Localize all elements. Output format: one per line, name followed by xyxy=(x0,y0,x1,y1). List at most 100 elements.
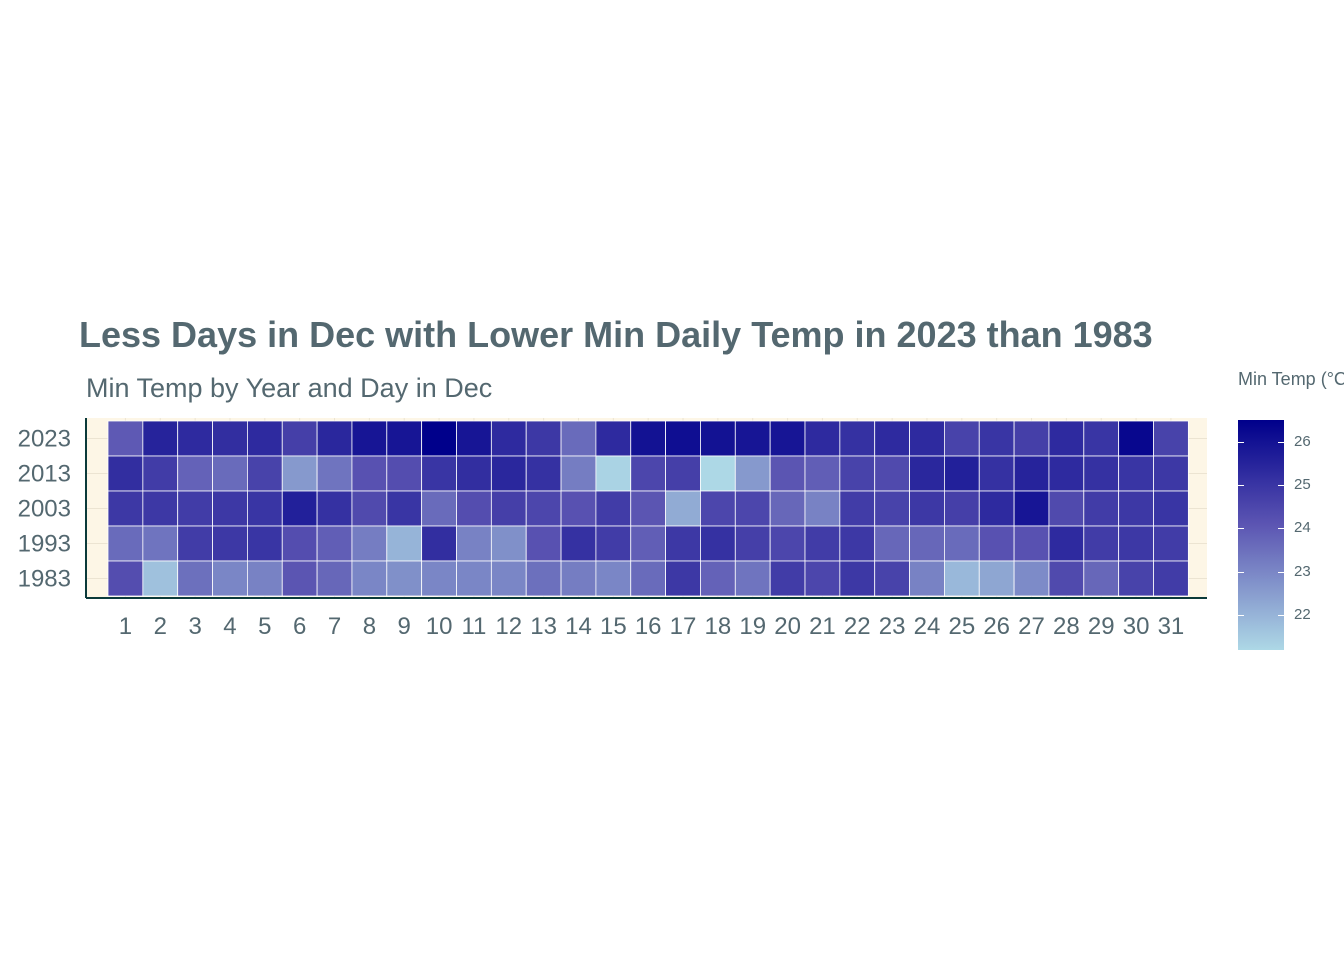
heatmap-cell xyxy=(490,525,527,562)
x-tick-label: 13 xyxy=(530,613,557,640)
heatmap-cell xyxy=(734,455,771,492)
heatmap-cell xyxy=(804,455,841,492)
heatmap-cell xyxy=(1083,490,1120,527)
heatmap-cell xyxy=(944,420,980,457)
heatmap-cell xyxy=(351,525,388,562)
heatmap-cell xyxy=(386,525,423,562)
heatmap-cell xyxy=(525,525,562,562)
heatmap-cell xyxy=(386,490,423,527)
heatmap-cell xyxy=(1013,455,1050,492)
heatmap-cell xyxy=(665,560,701,597)
heatmap-cell xyxy=(1153,455,1189,492)
heatmap-cell xyxy=(456,560,492,597)
heatmap-cell xyxy=(560,525,597,562)
heatmap-cell xyxy=(177,560,213,597)
heatmap-cell xyxy=(804,420,841,457)
heatmap-cell xyxy=(769,455,806,492)
heatmap-cell xyxy=(769,420,806,457)
heatmap-cell xyxy=(595,490,632,527)
heatmap-cell xyxy=(212,420,248,457)
heatmap-cell xyxy=(1083,560,1120,597)
heatmap-cell xyxy=(246,525,283,562)
colorbar xyxy=(1238,420,1284,650)
heatmap-cell xyxy=(874,525,910,562)
heatmap-cell xyxy=(560,490,597,527)
colorbar-title: Min Temp (°C) xyxy=(1238,369,1344,389)
heatmap-cell xyxy=(630,490,666,527)
x-tick-label: 5 xyxy=(258,613,271,640)
heatmap-cell xyxy=(1048,525,1085,562)
heatmap-cell xyxy=(456,525,492,562)
heatmap-cell xyxy=(978,560,1015,597)
x-tick-label: 3 xyxy=(188,613,201,640)
y-tick-label: 1993 xyxy=(18,531,71,558)
heatmap-cell xyxy=(246,420,283,457)
heatmap-cell xyxy=(107,525,144,562)
heatmap-cell xyxy=(700,525,736,562)
heatmap-cell xyxy=(281,525,318,562)
heatmap-cell xyxy=(177,420,213,457)
heatmap-cell xyxy=(107,455,144,492)
colorbar-tick-label: 24 xyxy=(1294,519,1311,537)
heatmap-cell xyxy=(386,560,423,597)
heatmap-cell xyxy=(212,560,248,597)
x-tick-label: 10 xyxy=(426,613,453,640)
heatmap-cell xyxy=(316,455,353,492)
heatmap-cell xyxy=(281,560,318,597)
heatmap-cell xyxy=(1013,525,1050,562)
y-tick-label: 1983 xyxy=(18,566,71,593)
heatmap-cell xyxy=(316,560,353,597)
y-tick-label: 2013 xyxy=(18,461,71,488)
heatmap-cell xyxy=(1118,490,1154,527)
x-tick-label: 29 xyxy=(1088,613,1115,640)
y-tick-label: 2023 xyxy=(18,426,71,453)
heatmap-cell xyxy=(944,560,980,597)
heatmap-cell xyxy=(142,525,179,562)
heatmap-cell xyxy=(456,490,492,527)
colorbar-tick-mark xyxy=(1278,485,1284,487)
heatmap-cell xyxy=(281,490,318,527)
heatmap-cell xyxy=(804,525,841,562)
x-tick-label: 15 xyxy=(600,613,627,640)
colorbar-tick-mark xyxy=(1278,615,1284,617)
x-tick-label: 22 xyxy=(844,613,871,640)
heatmap-cell xyxy=(978,525,1015,562)
heatmap-cell xyxy=(700,490,736,527)
heatmap-cell xyxy=(769,490,806,527)
heatmap-cell xyxy=(351,420,388,457)
colorbar-tick-mark xyxy=(1238,571,1244,573)
colorbar-tick-mark xyxy=(1278,571,1284,573)
heatmap-cell xyxy=(351,560,388,597)
heatmap-cell xyxy=(978,490,1015,527)
x-tick-label: 20 xyxy=(774,613,801,640)
x-tick-label: 27 xyxy=(1018,613,1045,640)
heatmap-cell xyxy=(944,525,980,562)
colorbar-tick-label: 26 xyxy=(1294,432,1311,450)
heatmap-cell xyxy=(316,420,353,457)
heatmap-cell xyxy=(595,525,632,562)
x-tick-label: 30 xyxy=(1123,613,1150,640)
heatmap-cell xyxy=(281,420,318,457)
heatmap-cell xyxy=(874,490,910,527)
heatmap-cell xyxy=(456,455,492,492)
heatmap-cell xyxy=(839,525,876,562)
heatmap-cell xyxy=(490,560,527,597)
heatmap-cell xyxy=(665,420,701,457)
colorbar-tick-mark xyxy=(1278,441,1284,443)
heatmap-cell xyxy=(421,560,457,597)
heatmap-cell xyxy=(734,525,771,562)
heatmap-cell xyxy=(177,455,213,492)
heatmap-cell xyxy=(1153,525,1189,562)
heatmap-cell xyxy=(1153,560,1189,597)
heatmap-cell xyxy=(212,490,248,527)
heatmap-cell xyxy=(490,490,527,527)
colorbar-tick-label: 22 xyxy=(1294,606,1311,624)
heatmap-cell xyxy=(804,490,841,527)
chart-subtitle: Min Temp by Year and Day in Dec xyxy=(86,373,493,403)
heatmap-cell xyxy=(246,560,283,597)
heatmap-cell xyxy=(944,490,980,527)
heatmap-cell xyxy=(456,420,492,457)
colorbar-tick-mark xyxy=(1278,528,1284,530)
heatmap-cell xyxy=(316,490,353,527)
